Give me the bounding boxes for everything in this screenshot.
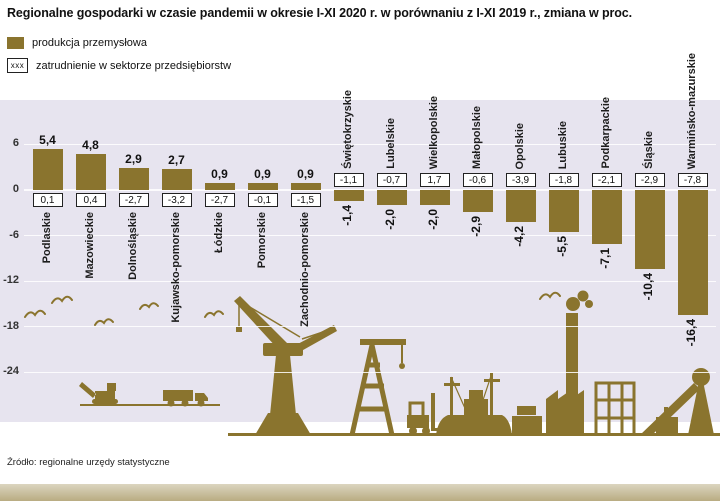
source-note: Źródło: regionalne urzędy statystyczne bbox=[7, 457, 170, 468]
production-value-label: 2,9 bbox=[125, 151, 142, 166]
gridline bbox=[24, 326, 716, 328]
factory-icon bbox=[546, 290, 593, 435]
region-label: Śląskie bbox=[642, 131, 655, 169]
region-label: Wielkopolskie bbox=[427, 95, 440, 169]
legend-item-employment: xxx zatrudnienie w sektorze przedsiębior… bbox=[7, 58, 231, 73]
legend-label: produkcja przemysłowa bbox=[32, 37, 147, 49]
production-value-label: 5,4 bbox=[39, 132, 56, 147]
region-label: Podlaskie bbox=[40, 212, 53, 264]
region-label: Zachodnio-pomorskie bbox=[298, 212, 311, 327]
employment-value-box: -3,9 bbox=[505, 173, 536, 187]
legend-label: zatrudnienie w sektorze przedsiębiorstw bbox=[36, 59, 232, 72]
production-bar bbox=[75, 153, 106, 190]
employment-value-box: -7,8 bbox=[677, 173, 708, 187]
employment-value-box: 1,7 bbox=[419, 173, 450, 187]
production-value-label: 2,7 bbox=[168, 153, 185, 168]
containers-icon bbox=[512, 406, 542, 435]
employment-value-box: -3,2 bbox=[161, 193, 192, 207]
employment-value-box: -2,9 bbox=[634, 173, 665, 187]
region-label: Dolnośląskie bbox=[126, 212, 139, 280]
production-value-label: -2,0 bbox=[425, 209, 440, 230]
region-label: Lubelskie bbox=[384, 118, 397, 169]
legend-item-production: produkcja przemysłowa bbox=[7, 37, 147, 49]
employment-value-box: -1,1 bbox=[333, 173, 364, 187]
employment-value-box: -1,5 bbox=[290, 193, 321, 207]
production-bar bbox=[548, 190, 579, 232]
production-bar bbox=[32, 148, 63, 190]
production-bar bbox=[204, 183, 235, 190]
region-label: Świętokrzyskie bbox=[341, 90, 354, 169]
employment-value-box: -0,7 bbox=[376, 173, 407, 187]
production-swatch-icon bbox=[7, 37, 24, 49]
region-label: Małopolskie bbox=[470, 106, 483, 169]
production-bar bbox=[505, 190, 536, 222]
y-tick-label: 6 bbox=[12, 137, 19, 150]
ship-icon bbox=[436, 372, 512, 435]
production-value-label: -4,2 bbox=[511, 225, 526, 247]
production-bar bbox=[677, 190, 708, 315]
region-label: Warmińsko-mazurskie bbox=[685, 52, 698, 169]
ground-line bbox=[228, 433, 720, 436]
production-bar bbox=[462, 190, 493, 213]
employment-value-box: -2,7 bbox=[204, 193, 235, 207]
production-value-label: 0,9 bbox=[211, 167, 228, 182]
production-bar bbox=[634, 190, 665, 270]
employment-value-box: -1,8 bbox=[548, 173, 579, 187]
employment-value-box: -0,1 bbox=[247, 193, 278, 207]
employment-value-box: 0,4 bbox=[75, 193, 106, 207]
bottom-gold-band bbox=[0, 484, 720, 501]
production-bar bbox=[118, 167, 149, 190]
chart-title: Regionalne gospodarki w czasie pandemii … bbox=[7, 6, 633, 20]
production-value-label: 4,8 bbox=[82, 137, 99, 152]
y-tick-label: -12 bbox=[3, 274, 19, 287]
production-bar bbox=[161, 169, 192, 190]
production-bar bbox=[290, 183, 321, 190]
production-bar bbox=[591, 190, 622, 244]
region-label: Opolskie bbox=[513, 122, 526, 169]
employment-swatch-icon: xxx bbox=[7, 58, 28, 73]
production-value-label: -16,4 bbox=[683, 318, 698, 346]
production-value-label: 0,9 bbox=[297, 167, 314, 182]
employment-value-box: 0,1 bbox=[32, 193, 63, 207]
employment-value-box: -0,6 bbox=[462, 173, 493, 187]
gridline bbox=[24, 189, 716, 191]
truck-icon bbox=[80, 390, 220, 407]
derrick-icon bbox=[349, 339, 406, 436]
region-label: Podkarpackie bbox=[599, 97, 612, 169]
production-value-label: -10,4 bbox=[640, 273, 655, 301]
birds-icon bbox=[24, 291, 561, 326]
y-tick-label: -18 bbox=[3, 319, 19, 332]
excavator-icon bbox=[79, 382, 118, 404]
production-value-label: -2,9 bbox=[468, 216, 483, 237]
gridline bbox=[24, 143, 716, 145]
employment-value-box: -2,1 bbox=[591, 173, 622, 187]
production-value-label: 0,9 bbox=[254, 167, 271, 182]
region-label: Kujawsko-pomorskie bbox=[169, 212, 182, 323]
employment-value-box: -2,7 bbox=[118, 193, 149, 207]
production-value-label: -7,1 bbox=[597, 247, 612, 269]
plot-area bbox=[0, 100, 720, 422]
production-bar bbox=[333, 190, 364, 201]
gridline bbox=[24, 280, 716, 282]
region-label: Lubuskie bbox=[556, 120, 569, 169]
production-bar bbox=[247, 183, 278, 190]
production-value-label: -2,0 bbox=[382, 209, 397, 230]
region-label: Łódzkie bbox=[212, 212, 225, 253]
production-value-label: -1,4 bbox=[339, 204, 354, 226]
y-tick-label: -6 bbox=[9, 228, 19, 241]
region-label: Mazowieckie bbox=[83, 212, 96, 279]
production-value-label: -5,5 bbox=[554, 235, 569, 257]
gridline bbox=[24, 371, 716, 373]
industrial-skyline-illustration bbox=[24, 290, 720, 436]
y-tick-label: -24 bbox=[3, 365, 19, 378]
gridline bbox=[24, 235, 716, 237]
production-bar bbox=[376, 190, 407, 206]
region-label: Pomorskie bbox=[255, 212, 268, 269]
port-crane-icon bbox=[234, 296, 337, 435]
production-bar bbox=[419, 190, 450, 206]
y-tick-label: 0 bbox=[12, 183, 19, 195]
scaffold-icon bbox=[594, 381, 636, 435]
